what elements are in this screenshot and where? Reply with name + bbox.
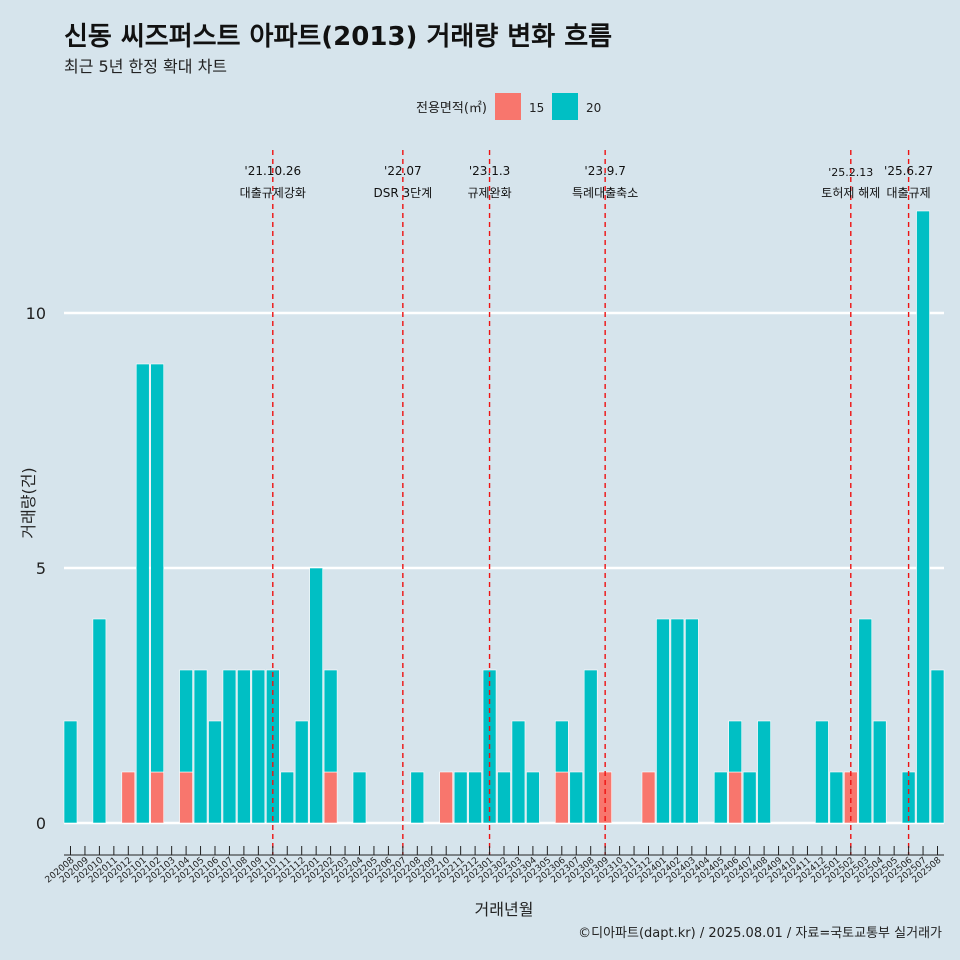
y-tick-label: 0: [36, 814, 46, 833]
event-label: 대출규제: [887, 186, 931, 200]
bar-202312-15: [641, 771, 656, 824]
y-axis-label: 거래량(건): [19, 467, 38, 538]
event-label: 특례대출축소: [572, 186, 638, 200]
event-date: '21.10.26: [244, 164, 301, 178]
bar-202010-20: [92, 618, 107, 824]
bar-202302-20: [497, 771, 511, 824]
y-tick-label: 10: [26, 304, 46, 323]
event-lines: [272, 150, 910, 855]
bar-202306-20: [554, 720, 569, 773]
event-annotations: '21.10.26 대출규제강화 '22.07 DSR 3단계 '23.1.3 규제완화 '…: [240, 164, 933, 200]
bar-202109-20: [251, 669, 266, 824]
chart-title: 신동 씨즈퍼스트 아파트(2013) 거래량 변화 흐름: [64, 22, 613, 52]
bar-202211-20: [453, 771, 468, 824]
bar-202406-20: [728, 720, 743, 773]
bar-202501-20: [829, 771, 844, 824]
event-label: 토허제 해제: [821, 186, 880, 200]
legend-title: 전용면적(㎡): [416, 101, 487, 116]
bar-202105-20: [193, 669, 208, 824]
bar-202405-20: [713, 771, 728, 824]
bar-202308-20: [583, 669, 598, 824]
bar-202403-20: [685, 618, 699, 824]
bar-202101-20: [135, 363, 150, 824]
bar-202107-20: [222, 669, 237, 824]
legend-label: 20: [586, 101, 601, 115]
bar-202304-20: [526, 771, 540, 824]
bar-202507-20: [916, 210, 930, 824]
event-date: '23.1.3: [469, 164, 510, 178]
bar-202504-20: [872, 720, 887, 824]
x-axis: 2020082020092020102020112020122021012021…: [44, 846, 944, 885]
event-label: 규제완화: [467, 186, 511, 200]
bar-202402-20: [670, 618, 685, 824]
bar-202202-20: [323, 669, 338, 773]
event-date: '23.9.7: [584, 164, 625, 178]
x-axis-label: 거래년월: [475, 900, 534, 919]
event-date: '25.2.13: [828, 166, 873, 179]
event-date: '25.6.27: [884, 164, 933, 178]
bar-202406-15: [728, 771, 743, 824]
event-label: 대출규제강화: [240, 186, 306, 200]
bar-202106-20: [208, 720, 222, 824]
bar-202204-20: [352, 771, 367, 824]
bar-202307-20: [569, 771, 584, 824]
bar-202303-20: [511, 720, 526, 824]
bar-202102-15: [150, 771, 165, 824]
bar-202104-20: [179, 669, 193, 773]
bar-202508-20: [930, 669, 945, 824]
bar-202102-20: [150, 363, 165, 773]
bar-202008-20: [63, 720, 78, 824]
bar-202401-20: [656, 618, 670, 824]
bar-202208-20: [410, 771, 425, 824]
bar-202408-20: [757, 720, 771, 824]
bar-202412-20: [815, 720, 829, 824]
bar-202112-20: [294, 720, 309, 824]
bar-202506-20: [901, 771, 916, 824]
legend-swatch-15: [495, 93, 521, 120]
legend-label: 15: [529, 101, 544, 115]
bar-202212-20: [468, 771, 482, 824]
bars: [63, 210, 945, 824]
bar-202309-15: [598, 771, 612, 824]
bar-202012-15: [121, 771, 136, 824]
chart-subtitle: 최근 5년 한정 확대 차트: [64, 57, 228, 76]
event-date: '22.07: [384, 164, 422, 178]
bar-202202-15: [323, 771, 338, 824]
bar-202104-15: [179, 771, 193, 824]
bar-202201-20: [309, 567, 323, 824]
bar-202108-20: [237, 669, 251, 824]
bar-202306-15: [554, 771, 569, 824]
bar-202111-20: [280, 771, 295, 824]
bar-202502-15: [843, 771, 858, 824]
source-caption: ©디아파트(dapt.kr) / 2025.08.01 / 자료=국토교통부 실…: [578, 926, 942, 941]
bar-202503-20: [858, 618, 873, 824]
y-axis: 0 5 10: [26, 304, 46, 833]
legend-swatch-20: [552, 93, 578, 120]
legend: 전용면적(㎡) 15 20: [416, 93, 601, 120]
event-label: DSR 3단계: [373, 186, 432, 200]
bar-202210-15: [439, 771, 454, 824]
y-tick-label: 5: [36, 559, 46, 578]
bar-202407-20: [742, 771, 757, 824]
